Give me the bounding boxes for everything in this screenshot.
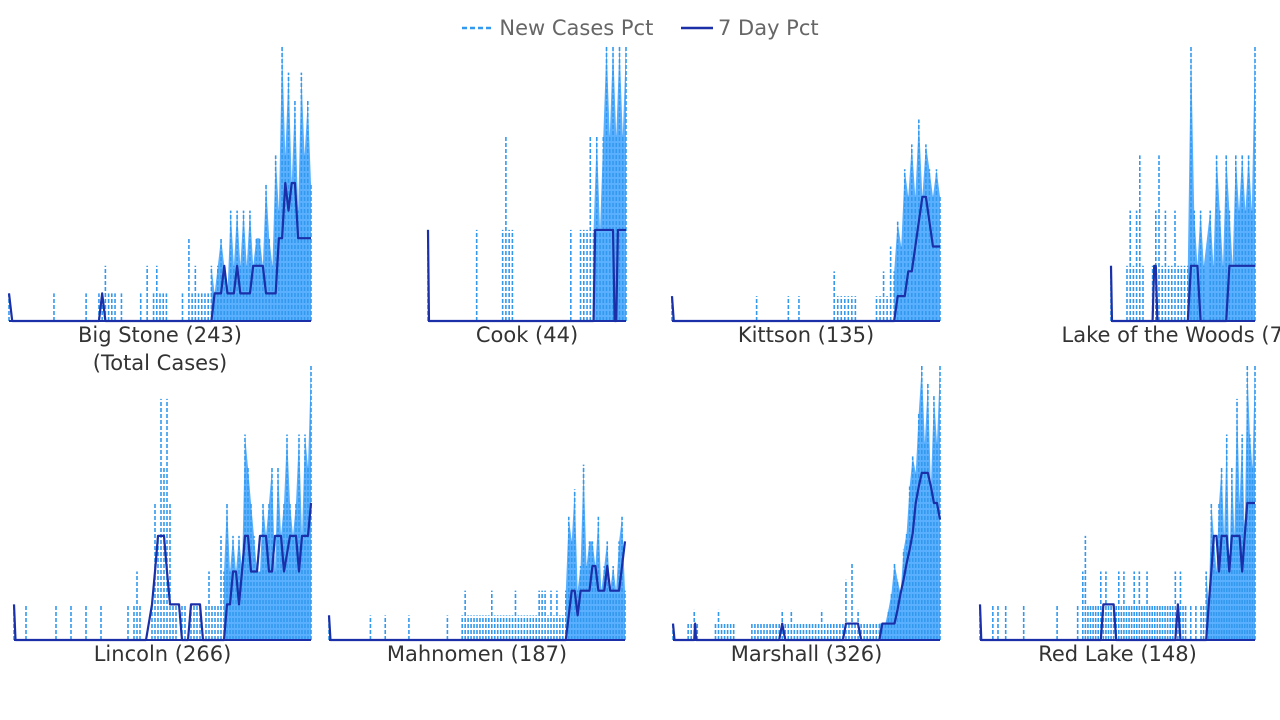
panel-title-text: Big Stone (243) <box>77 323 243 347</box>
legend-label-seven-day: 7 Day Pct <box>718 16 819 40</box>
chart-panel: Red Lake (148) <box>978 366 1256 666</box>
panel-title-text: Kittson (135) <box>737 323 875 347</box>
seven-day-line <box>426 228 626 323</box>
panel-title: Marshall (326) <box>592 640 1021 668</box>
chart-legend: New Cases Pct 7 Day Pct <box>0 12 1280 40</box>
chart-plot-area <box>978 366 1256 642</box>
seven-day-line <box>7 181 311 323</box>
legend-label-new-cases: New Cases Pct <box>499 16 654 40</box>
panel-title-text: Red Lake (148) <box>1038 642 1197 666</box>
chart-plot-area <box>327 464 627 642</box>
panel-title: Big Stone (243) (Total Cases) <box>0 321 392 377</box>
chart-plot-area <box>1109 45 1256 323</box>
chart-panel: Kittson (135) <box>670 45 941 347</box>
chart-panel: Lincoln (266) <box>12 366 313 666</box>
panel-title-text: Marshall (326) <box>730 642 883 666</box>
chart-plot-area <box>7 45 312 323</box>
chart-plot-area <box>426 45 627 323</box>
area-fill <box>1187 45 1255 321</box>
panel-title: Red Lake (148) <box>899 640 1280 668</box>
panel-subtitle-text: (Total Cases) <box>92 351 228 375</box>
panel-title: Mahnomen (187) <box>248 640 706 668</box>
seven-day-line <box>327 541 627 642</box>
seven-day-line <box>670 195 940 323</box>
panel-title: Cook (44) <box>347 321 707 349</box>
panel-title-text: Cook (44) <box>475 323 579 347</box>
seven-day-line <box>1109 264 1255 323</box>
area-fill <box>879 366 940 640</box>
seven-day-line <box>671 471 942 642</box>
legend-item-new-cases[interactable]: New Cases Pct <box>461 16 653 40</box>
chart-plot-area <box>12 366 313 642</box>
chart-panel: Cook (44) <box>426 45 627 347</box>
legend-swatch-dashed-icon <box>462 26 495 30</box>
chart-panel: Big Stone (243) (Total Cases) <box>7 45 312 375</box>
area-fill <box>894 119 940 322</box>
legend-swatch-solid-icon <box>681 26 713 30</box>
panel-title-text: Lincoln (266) <box>93 642 232 666</box>
panel-title-text: Lake of the Woods (76) <box>1061 323 1280 347</box>
chart-panel: Marshall (326) <box>671 366 942 666</box>
chart-plot-area <box>670 119 941 323</box>
chart-panel: Lake of the Woods (76) <box>1062 45 1280 347</box>
seven-day-line <box>12 502 313 642</box>
area-fill <box>224 366 311 640</box>
panel-title-text: Mahnomen (187) <box>386 642 568 666</box>
chart-panel: Mahnomen (187) <box>327 366 627 666</box>
legend-item-seven-day[interactable]: 7 Day Pct <box>680 16 819 40</box>
area-fill <box>211 45 311 321</box>
seven-day-line <box>978 501 1255 642</box>
panel-title: Lake of the Woods (76) <box>1030 321 1280 349</box>
chart-plot-area <box>671 366 942 642</box>
panel-title: Lincoln (266) <box>0 640 392 668</box>
panel-title: Kittson (135) <box>591 321 1021 349</box>
